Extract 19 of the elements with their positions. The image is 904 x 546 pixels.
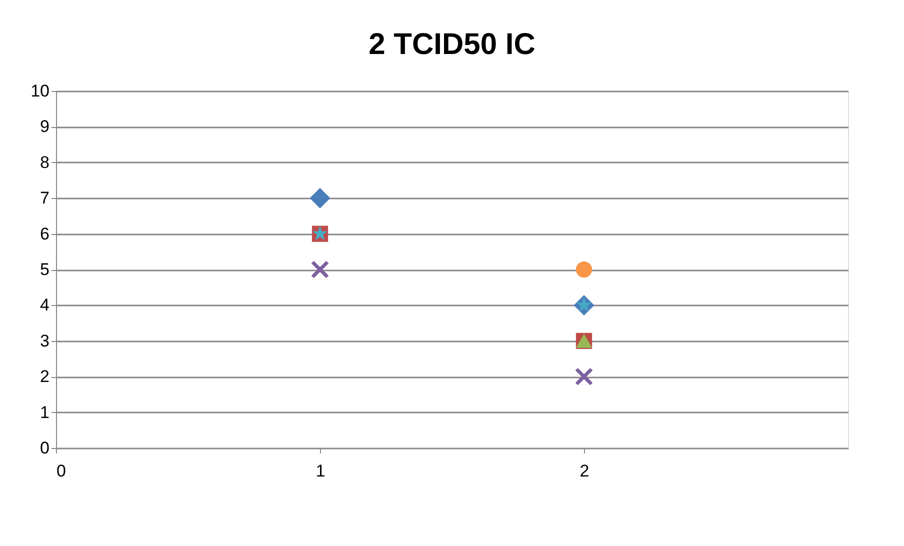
chart-title: 2 TCID50 IC [368,28,536,61]
x-tick-label: 1 [316,462,326,480]
point [574,367,594,386]
y-tick-label: 1 [40,402,50,422]
point [310,188,330,208]
x-tick-label: 0 [56,462,66,480]
y-tick-label: 4 [40,296,50,315]
point [310,260,330,279]
y-tick-label: 9 [40,117,50,136]
y-tick-label: 3 [40,331,50,350]
x-tick-label: 2 [580,462,590,480]
point [576,261,592,278]
y-tick-label: 2 [40,367,50,386]
y-tick-label: 8 [40,152,50,172]
y-tick-label: 0 [40,438,50,458]
y-tick-label: 7 [40,188,50,208]
y-tick-label: 6 [40,224,50,244]
y-tick-label: 5 [40,260,50,279]
y-tick-label: 10 [30,82,50,100]
